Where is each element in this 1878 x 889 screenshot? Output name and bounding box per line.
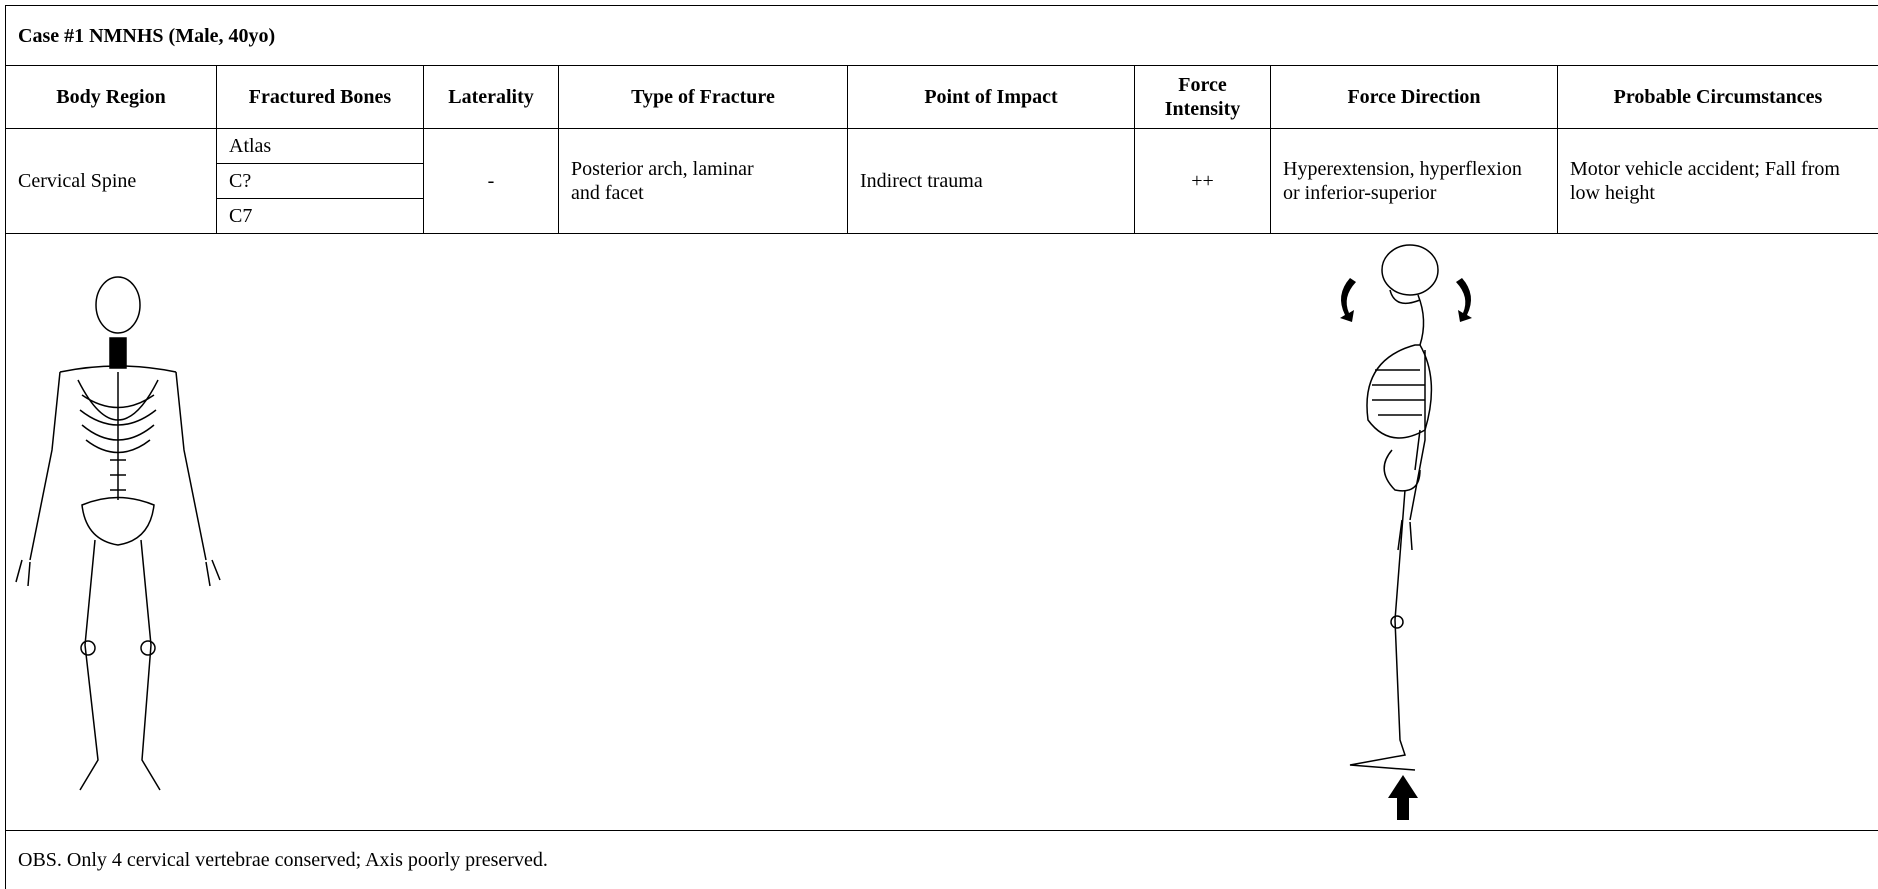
cell: C?	[216, 163, 423, 198]
cell: ++	[1134, 128, 1270, 233]
cell: -	[423, 128, 558, 233]
force-arrows	[1340, 278, 1472, 820]
front-skeleton	[15, 276, 221, 791]
cell: Hyperextension, hyperflexion or inferior…	[1270, 128, 1557, 233]
column-header: Laterality	[423, 65, 558, 128]
obs-note: OBS. Only 4 cervical vertebrae conserved…	[5, 830, 1878, 889]
column-header: Body Region	[5, 65, 216, 128]
column-header: Fractured Bones	[216, 65, 423, 128]
column-header: Probable Circumstances	[1557, 65, 1878, 128]
case-title: Case #1 NMNHS (Male, 40yo)	[5, 5, 1878, 65]
cell: Motor vehicle accident; Fall from low he…	[1557, 128, 1878, 233]
figure-cell	[5, 233, 1878, 830]
column-header: Point of Impact	[847, 65, 1134, 128]
column-header: Force Intensity	[1134, 65, 1270, 128]
column-header: Force Direction	[1270, 65, 1557, 128]
side-skeleton	[1349, 244, 1439, 771]
cell: Posterior arch, laminar and facet	[558, 128, 847, 233]
column-header: Type of Fracture	[558, 65, 847, 128]
cell: C7	[216, 198, 423, 233]
cell: Cervical Spine	[5, 128, 216, 233]
cell: Atlas	[216, 128, 423, 163]
cell: Indirect trauma	[847, 128, 1134, 233]
